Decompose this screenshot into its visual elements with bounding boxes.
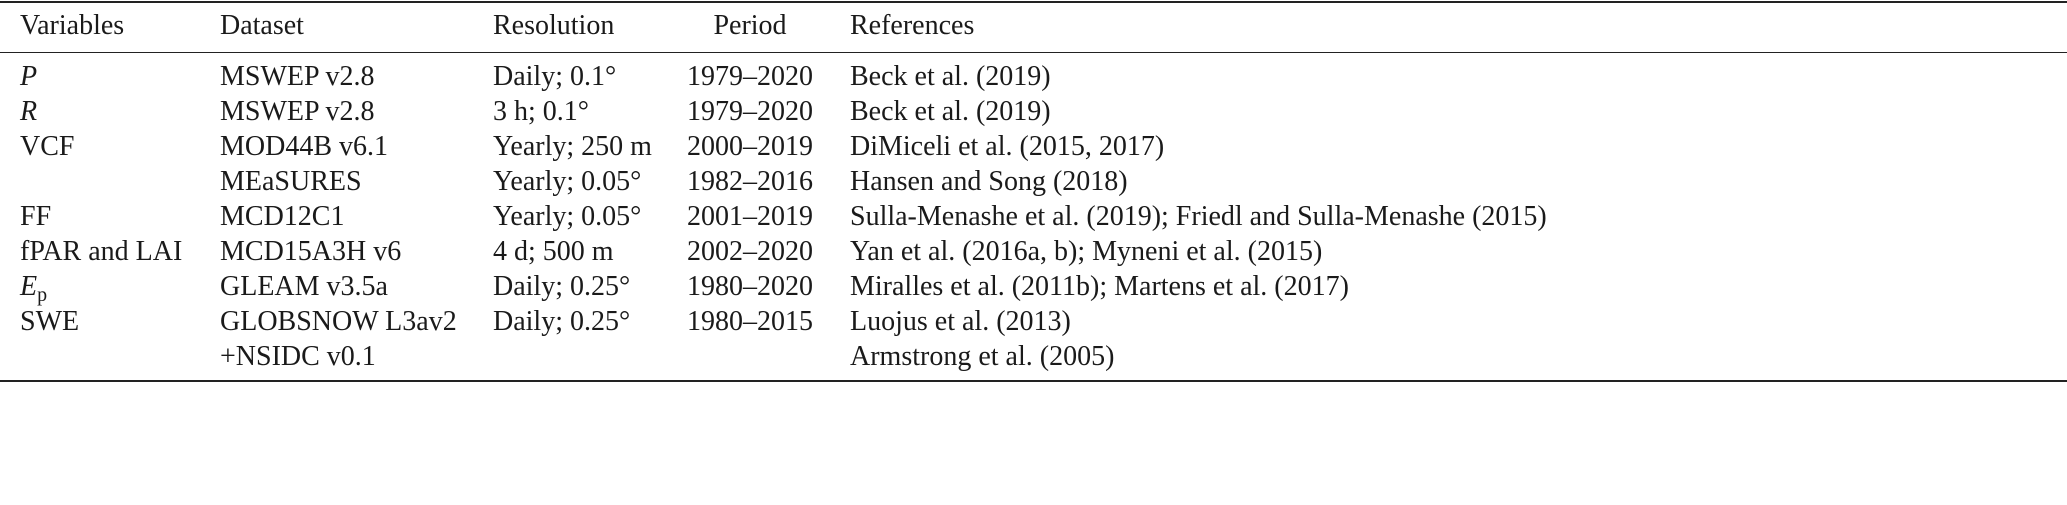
header-cell: References — [850, 10, 975, 41]
table-cell: Yearly; 250 m — [493, 131, 652, 162]
variable-cell: P — [20, 60, 37, 94]
variable-symbol: fPAR and LAI — [20, 236, 183, 267]
variable-cell: VCF — [20, 130, 74, 164]
table-cell: GLEAM v3.5a — [220, 271, 388, 302]
table-cell: Yan et al. (2016a, b); Myneni et al. (20… — [850, 236, 1323, 267]
table-cell: MOD44B v6.1 — [220, 131, 389, 162]
table-cell: 1980–2015 — [687, 306, 813, 337]
table-cell: 1979–2020 — [687, 96, 813, 127]
table-cell: MSWEP v2.8 — [220, 61, 375, 92]
table-cell: Daily; 0.25° — [493, 306, 631, 337]
table-cell: Yearly; 0.05° — [493, 201, 642, 232]
table-cell: 2001–2019 — [687, 201, 813, 232]
table-cell: Yearly; 0.05° — [493, 166, 642, 197]
header-rule — [0, 52, 2067, 53]
header-cell: Dataset — [220, 10, 304, 41]
table-cell: DiMiceli et al. (2015, 2017) — [850, 131, 1165, 162]
table-cell: 1979–2020 — [687, 61, 813, 92]
variable-cell: FF — [20, 200, 51, 234]
table-cell: MCD15A3H v6 — [220, 236, 402, 267]
table-cell: Daily; 0.1° — [493, 61, 617, 92]
table-cell: Sulla-Menashe et al. (2019); Friedl and … — [850, 201, 1547, 232]
table-cell: Luojus et al. (2013) — [850, 306, 1071, 337]
bottom-rule — [0, 380, 2067, 382]
table-cell: Miralles et al. (2011b); Martens et al. … — [850, 271, 1349, 302]
table-cell: Hansen and Song (2018) — [850, 166, 1128, 197]
variable-cell: R — [20, 95, 37, 129]
table-cell: MSWEP v2.8 — [220, 96, 375, 127]
variable-cell: SWE — [20, 305, 79, 339]
variable-symbol: P — [20, 61, 38, 92]
top-rule — [0, 1, 2067, 3]
variable-cell: fPAR and LAI — [20, 235, 182, 269]
variable-subscript: p — [37, 284, 48, 306]
variable-symbol: SWE — [20, 306, 80, 337]
table-cell: +NSIDC v0.1 — [220, 341, 376, 372]
table-cell: 2000–2019 — [687, 131, 813, 162]
table-cell: Armstrong et al. (2005) — [850, 341, 1115, 372]
table-cell: 4 d; 500 m — [493, 236, 614, 267]
table-cell: Beck et al. (2019) — [850, 96, 1051, 127]
table-cell: Beck et al. (2019) — [850, 61, 1051, 92]
header-cell: Resolution — [493, 10, 615, 41]
variable-symbol: FF — [20, 201, 52, 232]
table-cell: 2002–2020 — [687, 236, 813, 267]
header-cell: Variables — [20, 10, 125, 41]
header-cell: Period — [713, 10, 787, 41]
variable-symbol: R — [20, 96, 38, 127]
variable-symbol: VCF — [20, 131, 75, 162]
table-cell: MCD12C1 — [220, 201, 345, 232]
table-cell: 1980–2020 — [687, 271, 813, 302]
table-cell: MEaSURES — [220, 166, 362, 197]
table-cell: Daily; 0.25° — [493, 271, 631, 302]
table-cell: 1982–2016 — [687, 166, 813, 197]
table-cell: 3 h; 0.1° — [493, 96, 589, 127]
variable-cell: Ep — [20, 270, 48, 306]
variable-symbol: E — [20, 271, 38, 302]
table-cell: GLOBSNOW L3av2 — [220, 306, 457, 337]
